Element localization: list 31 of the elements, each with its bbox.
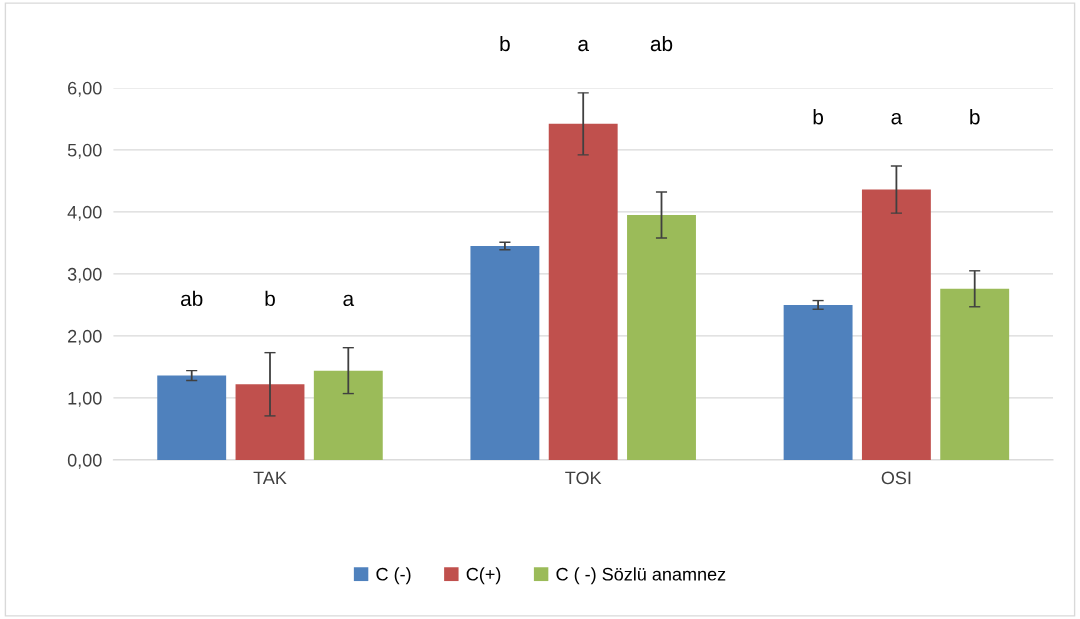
annotation: b (265, 290, 275, 307)
y-tick-label: 2,00 (68, 329, 102, 345)
y-tick-label: 3,00 (67, 267, 102, 283)
annotation: a (891, 112, 903, 125)
text: a (578, 39, 589, 52)
y-tick-label: 0,00 (67, 453, 102, 469)
text: ab (650, 35, 673, 52)
annotation: ab (181, 290, 203, 307)
bar (470, 246, 540, 460)
bar (783, 304, 853, 460)
y-tick-label: 4,00 (67, 205, 102, 221)
legend-label: C (-) (376, 567, 411, 585)
bar (861, 189, 931, 460)
text: b (500, 35, 510, 52)
y-tick-label: 6,00 (68, 81, 102, 97)
bar (157, 375, 227, 460)
x-tick-label: OSI (881, 471, 911, 485)
bar (940, 288, 1010, 460)
bar (235, 384, 305, 460)
x-tick-label: TAK (253, 471, 287, 485)
annotation: a (343, 294, 355, 307)
legend-label: C(+) (466, 567, 501, 585)
bar (548, 123, 618, 460)
y-tick-label: 1,00 (68, 391, 102, 407)
x-tick-label: TOK (565, 471, 602, 485)
annotation: b (813, 109, 824, 125)
y-tick-label: 5,00 (67, 143, 102, 159)
bar (313, 370, 383, 460)
legend-label: C ( -) Sözlü anamnez (556, 567, 726, 585)
annotation: b (970, 109, 980, 125)
bar (627, 215, 696, 460)
